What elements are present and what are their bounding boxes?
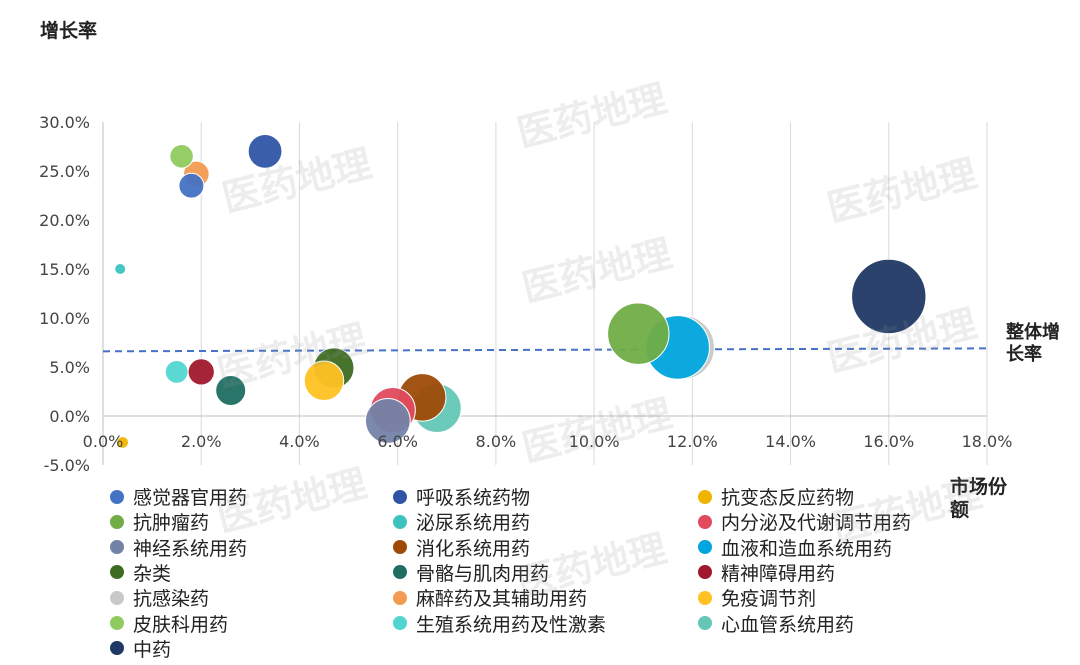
y-tick-label: 0.0% (49, 407, 90, 426)
legend-swatch (393, 514, 407, 529)
legend-item: 消化系统用药 (393, 535, 530, 560)
legend-label: 泌尿系统用药 (416, 512, 531, 535)
legend-label: 血液和造血系统用药 (721, 537, 893, 560)
overall-growth-dashed-line (102, 347, 988, 353)
legend-item: 麻醉药及其辅助用药 (393, 585, 587, 610)
y-tick-label: 30.0% (39, 113, 90, 132)
y-tick-label: 15.0% (39, 260, 90, 279)
legend-label: 感觉器官用药 (133, 487, 248, 509)
y-tick-label: 25.0% (39, 162, 90, 181)
legend-swatch (698, 514, 712, 529)
y-axis-title: 增长率 (40, 20, 98, 42)
bubble (247, 134, 283, 169)
overall-growth-label: 整体增长率 (1006, 322, 1060, 365)
legend-swatch (698, 489, 712, 504)
bubble (169, 144, 194, 169)
x-tick-label: 6.0% (377, 432, 418, 451)
legend-item: 抗感染药 (110, 585, 209, 610)
legend-item: 呼吸系统药物 (393, 484, 530, 509)
bubbles (114, 134, 927, 449)
legend-item: 抗变态反应药物 (698, 484, 854, 509)
legend-item: 感觉器官用药 (110, 484, 247, 509)
bubble (116, 436, 130, 449)
y-tick-label: 5.0% (49, 358, 90, 377)
legend-swatch (698, 590, 712, 605)
legend-swatch (110, 565, 124, 580)
legend-label: 骨骼与肌肉用药 (416, 562, 550, 585)
legend-item: 心血管系统用药 (698, 611, 854, 636)
legend-item: 杂类 (110, 560, 171, 585)
x-tick-label: 18.0% (962, 432, 1013, 451)
bubble (164, 360, 189, 384)
legend-item: 皮肤科用药 (110, 611, 228, 636)
legend-label: 生殖系统用药及性激素 (416, 613, 607, 636)
legend-item: 内分泌及代谢调节用药 (698, 509, 911, 534)
legend-label: 抗感染药 (133, 588, 210, 611)
legend-label: 皮肤科用药 (133, 613, 229, 636)
x-tick-label: 16.0% (863, 432, 914, 451)
bubble (187, 358, 215, 386)
legend-item: 抗肿瘤药 (110, 509, 209, 534)
x-tick-label: 4.0% (279, 432, 320, 451)
legend-label: 麻醉药及其辅助用药 (416, 588, 588, 611)
legend-swatch (393, 616, 407, 630)
legend-label: 杂类 (133, 562, 172, 585)
x-tick-label: 12.0% (667, 432, 718, 451)
legend-swatch (393, 565, 407, 580)
x-axis-title: 市场份额 (950, 476, 1008, 521)
x-tick-label: 10.0% (569, 432, 620, 451)
y-tick-label: 10.0% (39, 309, 90, 328)
legend-label: 抗肿瘤药 (133, 512, 210, 535)
x-tick-label: 8.0% (476, 432, 517, 451)
legend-label: 神经系统用药 (133, 537, 248, 560)
legend-item: 泌尿系统用药 (393, 509, 530, 534)
legend-item: 骨骼与肌肉用药 (393, 560, 549, 585)
legend-swatch (110, 540, 124, 555)
legend-swatch (110, 514, 124, 529)
legend-item: 神经系统用药 (110, 535, 247, 560)
legend-item: 精神障碍用药 (698, 560, 835, 585)
axes (102, 122, 987, 465)
legend-label: 内分泌及代谢调节用药 (721, 512, 912, 535)
legend-swatch (393, 590, 407, 605)
legend-swatch (110, 616, 124, 630)
bubble (607, 302, 670, 365)
legend-swatch (110, 489, 124, 504)
legend-swatch (698, 540, 712, 555)
legend-item: 血液和造血系统用药 (698, 535, 892, 560)
overall-growth-line (102, 347, 988, 353)
legend-swatch (698, 565, 712, 580)
legend-item: 生殖系统用药及性激素 (393, 611, 606, 636)
legend-swatch (110, 641, 124, 656)
legend-label: 免疫调节剂 (721, 588, 817, 611)
tick-labels: 0.0% 2.0% 4.0% 6.0% 8.0% 10.0% 12.0% 14.0% 16.0%… (39, 113, 1012, 475)
legend-swatch (393, 540, 407, 555)
legend-label: 呼吸系统药物 (416, 487, 531, 509)
legend-item: 免疫调节剂 (698, 585, 816, 610)
bubble (178, 172, 205, 199)
legend-label: 心血管系统用药 (721, 613, 855, 636)
legend-label: 中药 (133, 638, 172, 661)
bubble (114, 262, 127, 276)
legend-swatch (393, 489, 407, 504)
bubble (215, 375, 247, 407)
y-tick-label: -5.0% (44, 456, 90, 475)
legend-label: 消化系统用药 (416, 537, 531, 560)
bubble (851, 258, 927, 335)
legend-swatch (110, 590, 124, 605)
x-tick-label: 14.0% (765, 432, 816, 451)
bubble (364, 398, 411, 444)
legend-label: 精神障碍用药 (721, 562, 836, 585)
y-tick-label: 20.0% (39, 211, 90, 230)
legend-label: 抗变态反应药物 (721, 487, 855, 509)
legend-item: 中药 (110, 636, 171, 661)
x-tick-label: 2.0% (181, 432, 222, 451)
x-tick-label: 0.0% (83, 432, 124, 451)
bubble (303, 360, 345, 401)
legend-swatch (698, 616, 712, 630)
